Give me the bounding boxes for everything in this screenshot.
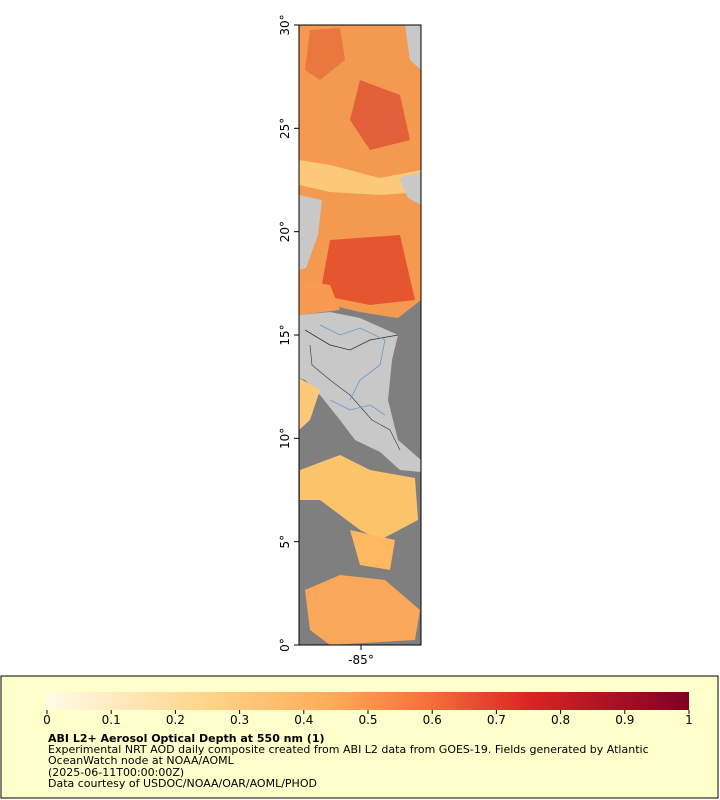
- y-tick-label: 25°: [278, 118, 292, 139]
- colorbar-tick-label: 0.9: [615, 713, 634, 727]
- y-tick-label: 20°: [278, 221, 292, 242]
- x-tick-label: -85°: [348, 653, 374, 667]
- y-tick-label: 10°: [278, 428, 292, 449]
- legend-line: Experimental NRT AOD daily composite cre…: [48, 743, 649, 756]
- legend-title: ABI L2+ Aerosol Optical Depth at 550 nm …: [48, 732, 325, 745]
- colorbar-tick-label: 0.4: [294, 713, 313, 727]
- legend-line: (2025-06-11T00:00:00Z): [48, 766, 184, 779]
- y-tick-label: 30°: [278, 14, 292, 35]
- legend-line: Data courtesy of USDOC/NOAA/OAR/AOML/PHO…: [48, 777, 317, 790]
- y-tick-label: 15°: [278, 324, 292, 345]
- colorbar-tick-label: 0.3: [230, 713, 249, 727]
- y-tick-label: 5°: [278, 535, 292, 549]
- y-tick-label: 0°: [278, 638, 292, 652]
- colorbar-tick-label: 0: [43, 713, 51, 727]
- colorbar-tick-label: 0.8: [551, 713, 570, 727]
- colorbar-tick-label: 0.2: [166, 713, 185, 727]
- colorbar-tick-label: 0.7: [487, 713, 506, 727]
- colorbar-tick-label: 1: [685, 713, 693, 727]
- colorbar-tick-label: 0.1: [102, 713, 121, 727]
- colorbar: [47, 692, 689, 710]
- colorbar-tick-label: 0.5: [358, 713, 377, 727]
- map-image: [299, 25, 421, 645]
- colorbar-tick-label: 0.6: [423, 713, 442, 727]
- legend-line: OceanWatch node at NOAA/AOML: [48, 754, 235, 767]
